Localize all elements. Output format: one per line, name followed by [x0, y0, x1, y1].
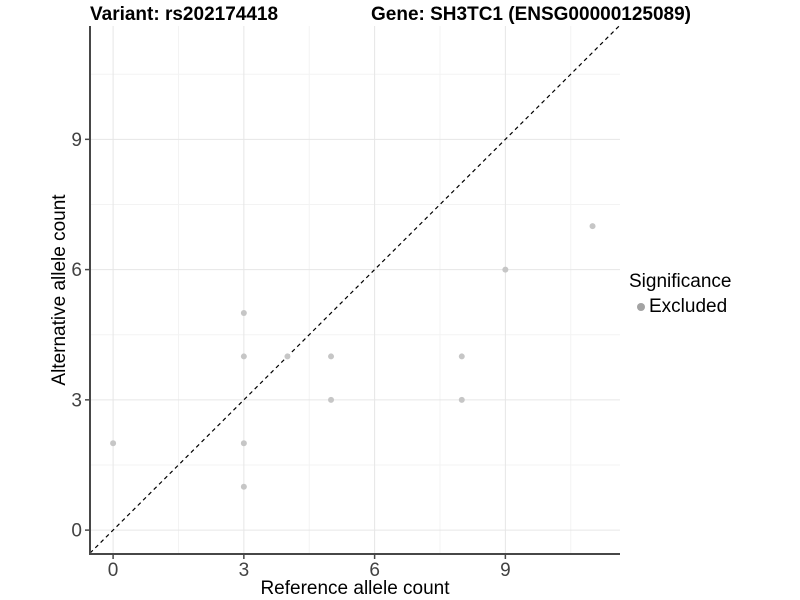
x-tick-label: 0	[108, 560, 119, 581]
legend-item-excluded: Excluded	[629, 296, 731, 318]
y-tick-label: 6	[71, 260, 82, 281]
legend-point-icon	[637, 303, 645, 311]
data-point	[240, 440, 247, 447]
data-point	[458, 396, 465, 403]
y-axis-title: Alternative allele count	[49, 194, 70, 386]
data-point	[328, 396, 335, 403]
data-point	[240, 310, 247, 317]
y-tick-label: 9	[71, 130, 82, 151]
data-point	[240, 483, 247, 490]
data-point	[328, 353, 335, 360]
data-point	[458, 353, 465, 360]
data-point	[110, 440, 117, 447]
x-tick-label: 9	[500, 560, 511, 581]
data-point	[589, 223, 596, 230]
variant-title: Variant: rs202174418	[90, 4, 279, 25]
x-axis-title: Reference allele count	[260, 578, 450, 599]
legend-title: Significance	[629, 271, 732, 292]
x-tick-label: 6	[369, 560, 380, 581]
x-tick-label: 3	[239, 560, 250, 581]
data-point	[502, 266, 509, 273]
data-point	[284, 353, 291, 360]
legend-item-label: Excluded	[649, 296, 728, 317]
gene-title: Gene: SH3TC1 (ENSG00000125089)	[371, 4, 691, 25]
legend: Significance Excluded	[629, 271, 731, 318]
y-tick-label: 0	[71, 521, 82, 542]
identity-line	[89, 25, 620, 554]
data-point	[240, 353, 247, 360]
y-tick-label: 3	[71, 390, 82, 411]
